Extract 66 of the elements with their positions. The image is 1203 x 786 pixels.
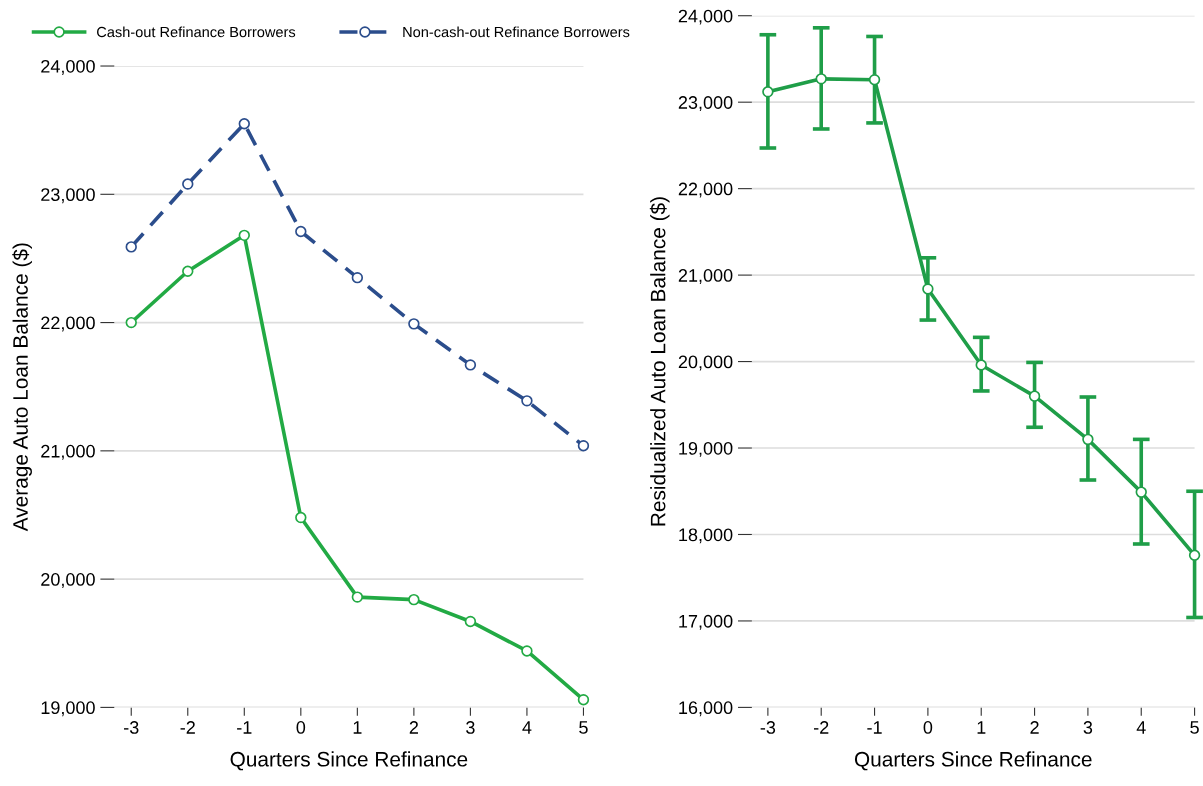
point [577,440,590,452]
point [408,318,420,330]
legend-label: Non-cash-out Refinance Borrowers [403,26,630,38]
y-tick-label: 20,000 [41,573,95,588]
x-tick-label: 0 [923,721,933,734]
x-tick-label: -2 [813,721,829,734]
x-tick-label: -1 [867,721,882,734]
y-tick-label: 18,000 [679,528,733,544]
point [975,359,987,371]
point [125,316,137,329]
x-tick-label: 5 [1190,721,1199,734]
x-axis-title: Quarters Since Refinance [230,751,468,771]
point [521,645,533,657]
x-tick-label: 2 [1030,721,1039,734]
x-tick-label: 3 [466,721,475,734]
x-tick-label: 0 [296,721,306,734]
point [295,511,307,524]
point [238,229,250,242]
point [762,86,774,98]
x-tick-label: -3 [124,721,139,734]
x-axis-title: Quarters Since Refinance [854,751,1092,771]
y-axis-title: Average Auto Loan Balance ($) [12,243,32,532]
y-axis-title: Residualized Auto Loan Balance ($) [649,197,670,526]
point [408,593,420,606]
y-tick-label: 19,000 [41,701,95,717]
x-tick-label: 4 [1136,721,1146,734]
point [125,241,137,253]
point [1135,486,1147,498]
point [238,118,250,130]
point [182,265,194,277]
x-tick-label: 2 [409,721,418,734]
legend-label: Cash-out Refinance Borrowers [97,26,296,38]
x-tick-label: -2 [180,721,195,734]
point [182,178,194,190]
y-tick-label: 20,000 [678,355,733,371]
y-tick-label: 24,000 [678,9,733,25]
y-tick-label: 22,000 [41,316,95,332]
y-tick-label: 21,000 [41,444,95,460]
point [577,694,590,706]
point [1188,549,1201,561]
x-tick-label: 4 [522,721,532,734]
point [1082,433,1094,446]
y-tick-label: 16,000 [679,701,733,717]
point [351,271,364,284]
x-tick-label: -1 [237,721,252,734]
point [521,395,533,407]
y-tick-label: 23,000 [678,96,733,112]
y-tick-label: 23,000 [41,188,95,204]
y-tick-label: 24,000 [41,59,95,75]
point [922,283,934,295]
point [351,591,364,603]
point [868,74,881,86]
y-tick-label: 19,000 [679,441,733,457]
point [1028,390,1041,402]
y-tick-label: 22,000 [678,182,733,198]
x-tick-label: -3 [760,721,776,734]
point [464,359,477,371]
point [815,73,827,85]
x-tick-label: 3 [1083,721,1093,734]
point [464,615,477,628]
y-tick-label: 21,000 [678,269,733,284]
x-tick-label: 5 [579,721,588,734]
x-tick-label: 1 [353,721,362,734]
point [295,225,307,238]
y-tick-label: 17,000 [679,614,733,630]
x-tick-label: 1 [977,721,986,734]
